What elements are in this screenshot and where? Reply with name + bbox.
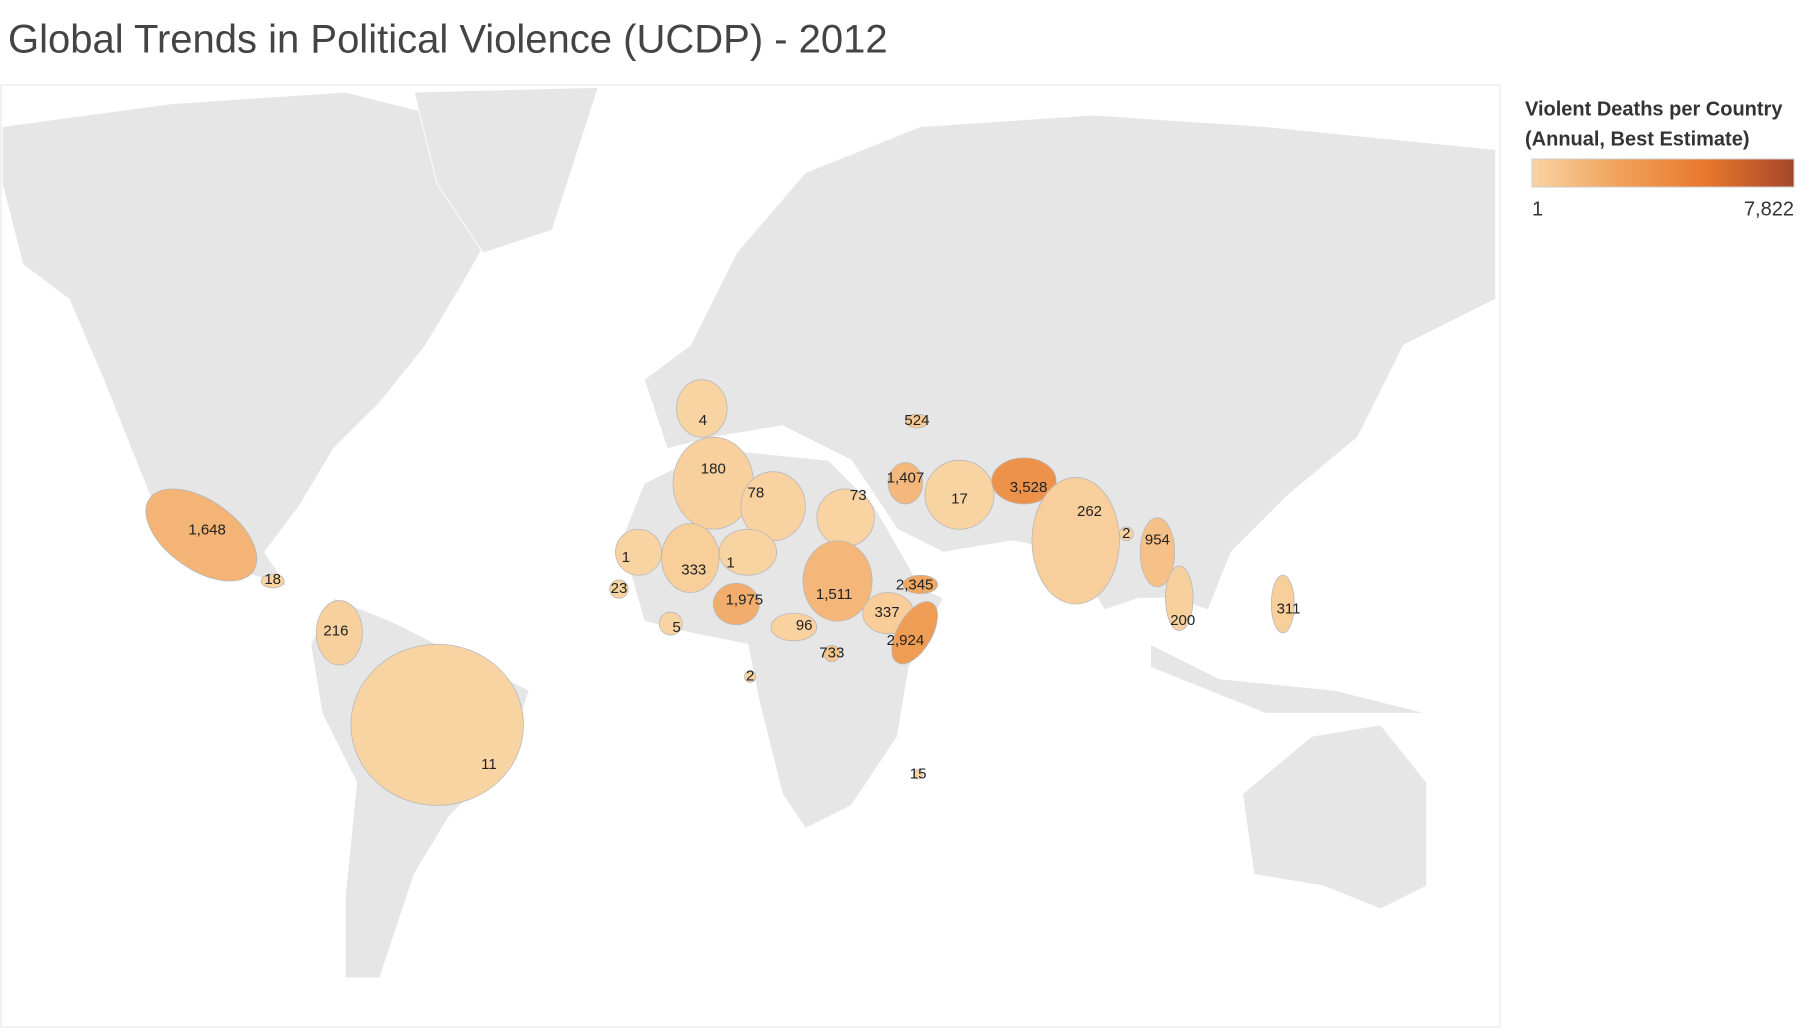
greenland: [413, 86, 599, 254]
value-label: 1,511: [816, 586, 852, 603]
legend-gradient: [1531, 158, 1795, 188]
country-region: [260, 573, 285, 589]
region-labels: 4 524 180 1,407 78 73 17 3,528 1,648 262 2 954 18 1 33…: [188, 412, 1300, 782]
value-label: 18: [264, 571, 281, 588]
value-label: 216: [323, 623, 348, 640]
country-region: [887, 462, 924, 505]
value-label: 2: [1122, 525, 1130, 542]
country-region: [672, 436, 754, 530]
country-region: [902, 574, 939, 595]
indonesia: [1150, 643, 1427, 714]
value-label: 17: [951, 490, 968, 507]
value-label: 733: [819, 644, 844, 661]
value-label: 2: [746, 667, 754, 684]
value-label: 1: [622, 549, 630, 566]
country-region: [315, 600, 363, 666]
country-region: [676, 379, 728, 438]
value-label: 333: [681, 562, 706, 579]
value-label: 11: [481, 756, 497, 773]
country-region: [823, 645, 841, 662]
value-label: 262: [1077, 503, 1102, 520]
value-label: 337: [875, 604, 900, 621]
value-label: 2,345: [896, 577, 934, 594]
value-label: 311: [1277, 601, 1301, 618]
country-region: [802, 540, 873, 622]
regions: [145, 379, 1295, 806]
value-label: 524: [904, 412, 929, 429]
value-label: 3,528: [1010, 479, 1048, 496]
value-label: 180: [701, 460, 726, 477]
value-label: 15: [910, 765, 927, 782]
country-region: [1270, 574, 1295, 634]
country-region: [743, 670, 757, 683]
legend-max-label: 7,822: [1744, 198, 1794, 220]
country-region: [1119, 526, 1134, 542]
value-label: 1,975: [726, 592, 764, 609]
country-region: [718, 528, 777, 576]
country-region: [658, 611, 683, 636]
country-region: [609, 579, 629, 599]
value-label: 96: [796, 617, 813, 634]
country-region: [891, 601, 938, 665]
chart-title: Global Trends in Political Violence (UCD…: [8, 18, 888, 62]
value-label: 4: [699, 412, 707, 429]
value-label: 1,407: [887, 470, 925, 487]
value-label: 2,924: [887, 632, 925, 649]
eurasia: [643, 114, 1497, 611]
country-region: [924, 459, 995, 530]
country-region: [905, 413, 929, 429]
country-region: [1031, 477, 1120, 605]
value-label: 1: [726, 555, 734, 572]
country-region: [991, 457, 1057, 505]
value-label: 23: [611, 580, 628, 597]
value-label: 73: [850, 487, 867, 504]
country-region: [1139, 517, 1176, 588]
value-label: 78: [748, 485, 765, 502]
country-region: [712, 582, 760, 626]
legend-title: Violent Deaths per Country: [1525, 98, 1783, 120]
country-region: [770, 612, 818, 642]
country-region: [661, 523, 720, 593]
country-region: [350, 643, 524, 806]
value-label: 200: [1170, 612, 1195, 629]
country-region: [1165, 565, 1194, 631]
value-label: 954: [1145, 532, 1170, 549]
value-label: 1,648: [188, 521, 226, 538]
australia: [1242, 724, 1428, 910]
country-region: [145, 488, 258, 582]
country-region: [913, 769, 924, 780]
value-label: 5: [672, 619, 680, 636]
legend-title: (Annual, Best Estimate): [1525, 128, 1749, 150]
legend-min-label: 1: [1532, 198, 1543, 220]
